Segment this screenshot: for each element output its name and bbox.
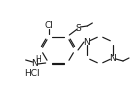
Text: H: H xyxy=(35,54,41,64)
Text: N: N xyxy=(110,54,116,63)
Text: Cl: Cl xyxy=(44,20,53,29)
Text: N: N xyxy=(31,59,38,69)
Text: HCl: HCl xyxy=(24,69,39,78)
Text: S: S xyxy=(75,24,81,33)
Text: N: N xyxy=(84,38,90,46)
